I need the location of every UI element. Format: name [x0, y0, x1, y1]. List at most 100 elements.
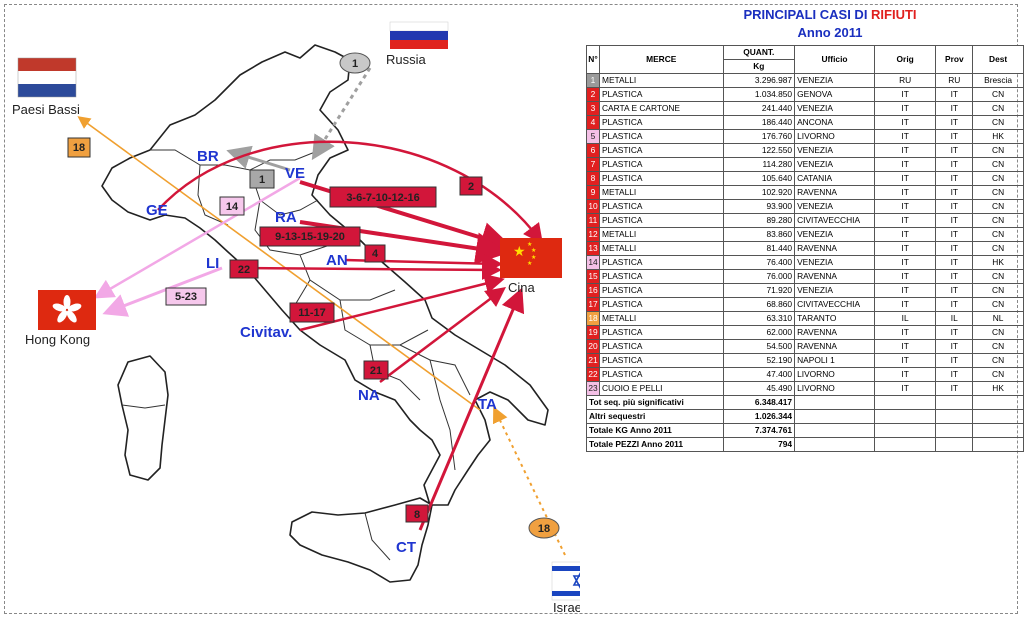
row-ufficio: VENEZIA [794, 143, 875, 158]
table-row: 11 PLASTICA 89.280 CIVITAVECCHIA IT IT CN [586, 213, 1024, 228]
row-number: 1 [586, 73, 600, 88]
row-dest: Brescia [972, 73, 1024, 88]
row-merce: PLASTICA [598, 297, 724, 312]
badge-civ-cn-bg [289, 302, 335, 323]
row-prov: IT [935, 255, 974, 270]
row-quantity: 71.920 [722, 283, 796, 298]
italy-mainland [101, 44, 549, 506]
svg-text:★: ★ [527, 241, 532, 248]
total-empty-cell [935, 409, 974, 424]
badge-18-israel-bg [528, 517, 560, 539]
row-orig: IT [873, 367, 937, 382]
header-dest: Dest [972, 45, 1024, 74]
sardinia [117, 355, 169, 481]
row-number: 22 [586, 367, 600, 382]
row-ufficio: RAVENNA [794, 241, 875, 256]
row-merce: PLASTICA [598, 353, 724, 368]
row-merce: PLASTICA [598, 143, 724, 158]
row-dest: CN [972, 171, 1024, 186]
city-ve: VE [285, 165, 305, 182]
badge-ct-cn-bg [405, 504, 429, 523]
row-merce: PLASTICA [598, 269, 724, 284]
badge-li-cn: 22 [238, 264, 250, 276]
netherlands-flag [17, 57, 77, 98]
row-orig: IT [873, 87, 937, 102]
badge-18-nl: 18 [73, 142, 85, 154]
route-ve-hk [93, 176, 301, 299]
total-empty-cell [972, 409, 1024, 424]
row-prov: IT [935, 297, 974, 312]
row-merce: PLASTICA [598, 115, 724, 130]
row-dest: CN [972, 213, 1024, 228]
header-ufficio: Ufficio [794, 45, 875, 74]
row-number: 12 [586, 227, 600, 242]
hong-kong-flag [38, 290, 96, 330]
total-row: Tot seq. più significativi 6.348.417 [586, 395, 1024, 410]
table-row: 7 PLASTICA 114.280 VENEZIA IT IT CN [586, 157, 1024, 172]
badge-na-cn-bg [363, 360, 389, 380]
totals-body: Tot seq. più significativi 6.348.417 Altri… [586, 395, 1024, 452]
row-prov: IT [935, 381, 974, 396]
total-value: 6.348.417 [722, 395, 796, 410]
total-row: Totale PEZZI Anno 2011 794 [586, 437, 1024, 452]
row-merce: CUOIO E PELLI [598, 381, 724, 396]
row-number: 14 [586, 255, 600, 270]
row-orig: IT [873, 171, 937, 186]
row-merce: PLASTICA [598, 129, 724, 144]
row-dest: CN [972, 269, 1024, 284]
row-number: 17 [586, 297, 600, 312]
table-row: 9 METALLI 102.920 RAVENNA IT IT CN [586, 185, 1024, 200]
table-row: 17 PLASTICA 68.860 CIVITAVECCHIA IT IT CN [586, 297, 1024, 312]
route-na-cn [379, 286, 506, 383]
row-ufficio: VENEZIA [794, 101, 875, 116]
row-prov: IT [935, 115, 974, 130]
row-merce: PLASTICA [598, 87, 724, 102]
total-empty-cell [972, 437, 1024, 452]
row-orig: IT [873, 143, 937, 158]
route-1-br [226, 145, 291, 172]
route-18-israel [493, 406, 566, 556]
total-empty-cell [794, 423, 875, 438]
label-russia: Russia [386, 52, 427, 67]
row-dest: CN [972, 297, 1024, 312]
row-number: 23 [586, 381, 600, 396]
row-prov: IT [935, 171, 974, 186]
row-orig: IL [873, 311, 937, 326]
row-number: 7 [586, 157, 600, 172]
table-row: 14 PLASTICA 76.400 VENEZIA IT IT HK [586, 255, 1024, 270]
city-br: BR [197, 148, 219, 165]
badge-an-cn: 4 [372, 248, 379, 260]
badge-li-cn-bg [229, 259, 259, 279]
row-number: 11 [586, 213, 600, 228]
row-prov: IT [935, 199, 974, 214]
row-quantity: 47.400 [722, 367, 796, 382]
row-number: 16 [586, 283, 600, 298]
row-ufficio: VENEZIA [794, 227, 875, 242]
total-empty-cell [935, 423, 974, 438]
row-ufficio: RAVENNA [794, 185, 875, 200]
table-row: 5 PLASTICA 176.760 LIVORNO IT IT HK [586, 129, 1024, 144]
row-quantity: 122.550 [722, 143, 796, 158]
row-quantity: 52.190 [722, 353, 796, 368]
row-prov: IT [935, 143, 974, 158]
italy-map: ★ ★ ★ ★ ★ Russia Paesi Bassi Cina Hong K… [12, 21, 580, 615]
row-number: 2 [586, 87, 600, 102]
row-dest: CN [972, 227, 1024, 242]
total-empty-cell [873, 409, 937, 424]
total-label: Totale KG Anno 2011 [586, 423, 724, 438]
row-orig: IT [873, 227, 937, 242]
row-merce: PLASTICA [598, 367, 724, 382]
row-prov: IT [935, 367, 974, 382]
row-number: 13 [586, 241, 600, 256]
route-ct-cn [418, 287, 525, 531]
row-ufficio: NAPOLI 1 [794, 353, 875, 368]
badge-ve-hk: 14 [226, 201, 239, 213]
row-merce: PLASTICA [598, 255, 724, 270]
header-no: N° [586, 45, 600, 74]
row-merce: PLASTICA [598, 171, 724, 186]
total-row: Totale KG Anno 2011 7.374.761 [586, 423, 1024, 438]
row-prov: IT [935, 339, 974, 354]
badge-an-cn-bg [364, 244, 386, 263]
table-row: 23 CUOIO E PELLI 45.490 LIVORNO IT IT HK [586, 381, 1024, 396]
route-ge-cn [157, 140, 544, 244]
